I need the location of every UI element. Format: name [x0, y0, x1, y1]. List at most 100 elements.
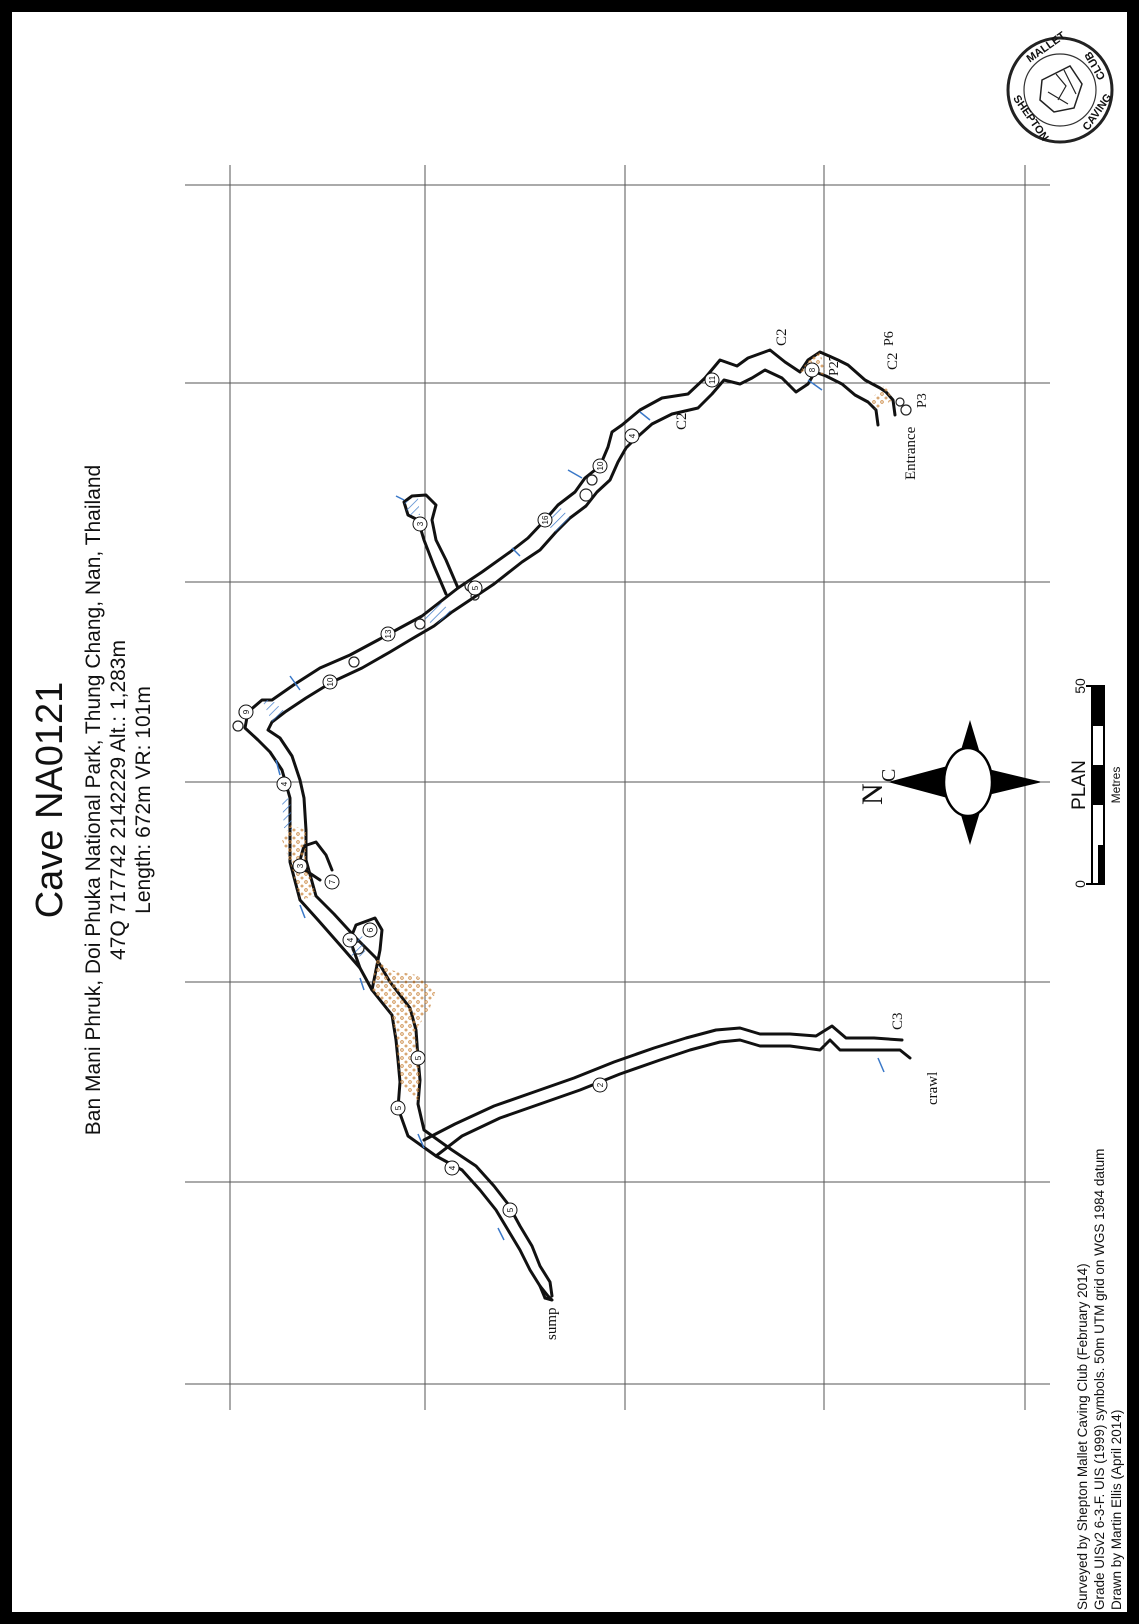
height-marker [324, 874, 340, 890]
height-marker [380, 626, 396, 642]
boulder [900, 404, 912, 416]
scale-end-label: 50 [1072, 678, 1088, 694]
height-marker [390, 1100, 406, 1116]
north-sub-label: C [878, 769, 900, 782]
water-fill [404, 498, 420, 515]
club-logo: MALLET CLUB CAVING SHEPTON [1006, 30, 1114, 144]
height-value: 10 [596, 461, 605, 470]
coordinates-line: 47Q 717742 2142229 Alt.: 1,283m [107, 640, 130, 960]
height-marker [624, 428, 640, 444]
flow-arrow [275, 759, 281, 776]
scale-bar-segment [1092, 765, 1104, 805]
boulder [895, 397, 905, 407]
height-marker [467, 580, 483, 596]
flow-arrow [289, 675, 301, 691]
height-marker [412, 516, 428, 532]
crawl-branch-wall-a [434, 1038, 912, 1158]
height-marker [276, 776, 292, 792]
label-c2-b: C2 [885, 352, 901, 370]
crawl-branch-wall-b [422, 1024, 904, 1142]
boulder [414, 618, 426, 630]
flow-arrow [395, 495, 405, 501]
flow-arrow [807, 379, 823, 391]
label-p27: P27 [827, 354, 842, 376]
credit-drawn: Drawn by Martin Ellis (April 2014) [1109, 1410, 1124, 1610]
height-value: 7 [328, 879, 337, 884]
height-value: 4 [448, 1165, 457, 1170]
height-marker [592, 1077, 608, 1093]
scale-unit-label: Metres [1109, 767, 1123, 804]
height-value: 11 [708, 375, 717, 384]
logo-emblem [1047, 69, 1077, 105]
label-crawl: crawl [925, 1072, 941, 1105]
height-marker [322, 674, 338, 690]
main-passage-wall-b [266, 368, 880, 1298]
sediment-fills [262, 352, 893, 1104]
water-fill [422, 602, 452, 626]
sand-fill [868, 385, 893, 410]
logo-inner-ring [1023, 53, 1097, 127]
boulder [232, 720, 244, 732]
logo-rope-ring [1006, 36, 1114, 144]
boulders [232, 397, 912, 955]
flow-arrow [511, 547, 521, 557]
water-flow-arrows [275, 379, 885, 1241]
page-title: Cave NA0121 [29, 682, 71, 919]
compass-point-north [888, 764, 955, 800]
water-fill [282, 798, 292, 830]
height-marker [238, 704, 254, 720]
height-value: 4 [280, 781, 289, 786]
cave-passages [243, 348, 912, 1302]
north-arrow: N C [856, 720, 1041, 845]
scale-plan-label: PLAN [1069, 760, 1090, 810]
height-marker [362, 922, 378, 938]
height-value: 4 [628, 433, 637, 438]
height-value: 16 [541, 515, 550, 524]
height-marker [410, 1050, 426, 1066]
height-value: 8 [808, 367, 817, 372]
compass-center [942, 746, 994, 818]
height-marker [537, 512, 553, 528]
height-marker [704, 372, 720, 388]
height-value: 9 [242, 709, 251, 714]
label-sump: sump [544, 1307, 560, 1340]
water-fill [262, 700, 285, 722]
boulder [586, 474, 598, 486]
label-entrance: Entrance [903, 426, 919, 480]
height-value: 5 [414, 1055, 423, 1060]
height-value: 6 [366, 927, 375, 932]
flow-arrow [639, 411, 651, 421]
height-value: 10 [326, 677, 335, 686]
height-marker [804, 362, 820, 378]
flow-arrow [497, 1227, 505, 1241]
flow-arrow [299, 904, 306, 919]
flow-arrow [359, 977, 365, 991]
passage-heights: 4 5 6 7 3 4 9 10 13 5 3 16 10 4 11 8 5 4 5 2 [238, 362, 820, 1218]
height-marker [292, 858, 308, 874]
flow-arrow [877, 1057, 885, 1073]
height-value: 3 [416, 521, 425, 526]
label-p6: P6 [882, 331, 897, 346]
height-marker [342, 932, 358, 948]
side-branch-north [402, 493, 460, 596]
sand-fill [372, 958, 436, 1104]
scale-bar-segment [1092, 686, 1104, 726]
scale-bar: 50 0 PLAN Metres [1069, 678, 1123, 888]
height-marker [592, 458, 608, 474]
height-value: 2 [596, 1082, 605, 1087]
location-line: Ban Mani Phruk, Doi Phuka National Park,… [82, 465, 105, 1135]
scale-bar-segment [1098, 845, 1104, 884]
height-value: 5 [506, 1207, 515, 1212]
height-value: 4 [346, 937, 355, 942]
scale-start-label: 0 [1072, 880, 1088, 888]
flow-arrow [567, 469, 583, 479]
height-value: 5 [394, 1105, 403, 1110]
sump-tail [538, 1284, 554, 1302]
boulder [348, 656, 360, 668]
credit-grade: Grade UISv2 6-3-F. UIS (1999) symbols. 5… [1092, 1149, 1107, 1610]
label-c2-a: C2 [774, 328, 790, 346]
utm-grid [185, 165, 1050, 1410]
label-c2-c: C2 [674, 412, 690, 430]
credit-surveyed: Surveyed by Shepton Mallet Caving Club (… [1075, 1263, 1090, 1610]
